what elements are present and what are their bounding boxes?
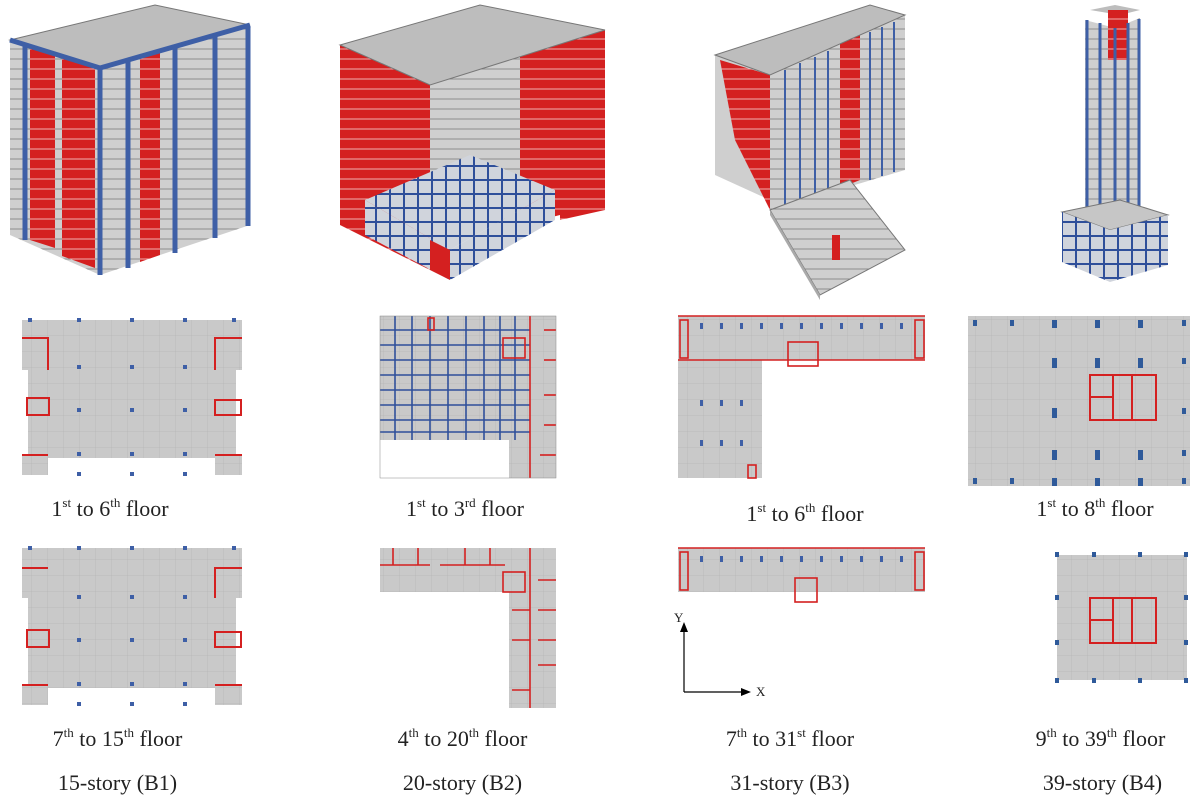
b1-upper-plan-caption: 7th to 15th floor (52, 725, 183, 751)
b2-upper-plan-caption: 4th to 20th floor (397, 725, 528, 751)
b2-upper-plan (380, 548, 556, 708)
b2-story-caption: 20-story (B2) (402, 770, 523, 795)
b1-upper-plan (22, 546, 242, 706)
b4-upper-plan-caption: 9th to 39th floor (1035, 725, 1166, 751)
b1-3d-model (8, 4, 251, 275)
y-axis-label: Y (674, 610, 684, 625)
b1-lower-plan-caption: 1st to 6th floor (51, 495, 169, 521)
b3-upper-plan-caption: 7th to 31st floor (725, 725, 855, 751)
b2-lower-plan-caption: 1st to 3rd floor (406, 495, 524, 521)
b1-story-caption: 15-story (B1) (57, 770, 178, 795)
b1-lower-plan (22, 318, 242, 476)
b4-3d-model (1060, 5, 1170, 282)
b3-lower-plan (678, 315, 925, 479)
b3-upper-plan (678, 547, 925, 603)
b2-3d-model (338, 4, 606, 280)
b4-lower-plan (968, 316, 1190, 486)
b2-lower-plan (379, 315, 557, 479)
b3-story-caption: 31-story (B3) (730, 770, 850, 795)
b3-lower-plan-caption: 1st to 6th floor (746, 500, 864, 526)
b4-story-caption: 39-story (B4) (1042, 770, 1163, 795)
b4-upper-plan (1055, 552, 1188, 683)
xy-axes-indicator (680, 622, 751, 696)
b4-lower-plan-caption: 1st to 8th floor (1036, 495, 1154, 521)
x-axis-label: X (756, 684, 766, 699)
b3-3d-model (713, 4, 907, 300)
